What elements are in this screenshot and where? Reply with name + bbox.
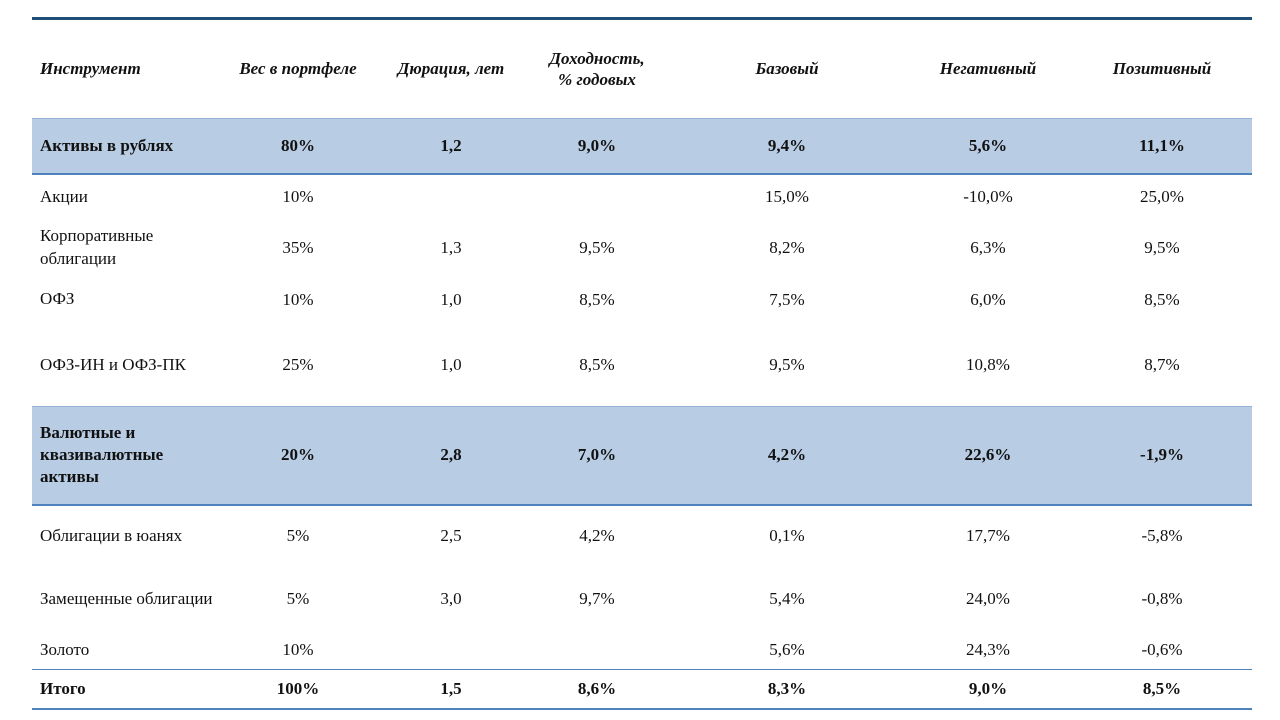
row-label: Акции	[40, 186, 88, 206]
table-row-yuan-bonds: Облигации в юанях 5% 2,5 4,2% 0,1% 17,7%…	[32, 505, 1252, 567]
value-cell: 9,5%	[769, 354, 805, 374]
value-cell: 2,5	[440, 526, 462, 545]
value-cell: 8,5%	[1072, 669, 1252, 709]
column-header-instrument: Инструмент	[40, 58, 141, 78]
column-header-positive-scenario: Позитивный	[1112, 59, 1212, 79]
table-row-ofz: ОФЗ 10% 1,0 8,5% 7,5% 6,0% 8,5%	[32, 276, 1252, 324]
section-row-rub-assets: Активы в рублях 80% 1,2 9,0% 9,4% 5,6% 1…	[32, 118, 1252, 175]
row-label: Облигации в юанях	[40, 525, 183, 545]
value-cell: 10,8%	[966, 354, 1010, 374]
column-header-weight: Вес в портфеле	[239, 59, 357, 79]
row-label: Корпоративные облигации	[40, 226, 154, 268]
value-cell: 9,5%	[1144, 237, 1180, 257]
table-row-ofz-in-pk: ОФЗ-ИН и ОФЗ-ПК 25% 1,0 8,5% 9,5% 10,8% …	[32, 324, 1252, 407]
value-cell: 8,3%	[670, 669, 904, 709]
value-cell: 25,0%	[1140, 187, 1184, 206]
column-header-duration: Дюрация, лет	[397, 59, 505, 79]
row-label: Итого	[32, 669, 218, 709]
value-cell: 9,0%	[904, 669, 1072, 709]
header-row: Инструмент Вес в портфеле Дюрация, лет Д…	[32, 19, 1252, 119]
value-cell: 2,8	[378, 406, 524, 506]
value-cell: 6,3%	[970, 237, 1006, 257]
value-cell: 7,5%	[769, 289, 805, 309]
value-cell: 5,6%	[904, 118, 1072, 175]
section-row-fx-assets: Валютные и квазивалютные активы 20% 2,8 …	[32, 406, 1252, 506]
row-label: Золото	[40, 640, 90, 660]
value-cell: 5,6%	[769, 640, 805, 660]
value-cell: -0,6%	[1141, 640, 1183, 660]
value-cell: 1,0	[440, 354, 462, 374]
column-header-negative-scenario: Негативный	[939, 59, 1037, 79]
column-header-yield: Доходность, % годовых	[549, 48, 645, 89]
value-cell: 4,2%	[579, 526, 615, 545]
row-label: ОФЗ-ИН и ОФЗ-ПК	[40, 354, 186, 374]
value-cell: -5,8%	[1141, 526, 1183, 545]
value-cell: 10%	[282, 187, 314, 206]
value-cell	[378, 174, 524, 220]
value-cell: 8,2%	[769, 237, 805, 257]
value-cell: 9,7%	[579, 589, 615, 608]
value-cell: 1,3	[440, 237, 462, 257]
value-cell: 6,0%	[970, 289, 1006, 309]
value-cell: 1,5	[378, 669, 524, 709]
value-cell: 5,4%	[769, 589, 805, 608]
table-row-corp-bonds: Корпоративные облигации 35% 1,3 9,5% 8,2…	[32, 220, 1252, 276]
portfolio-scenarios-table: Инструмент Вес в портфеле Дюрация, лет Д…	[32, 17, 1252, 710]
value-cell: 25%	[282, 354, 314, 374]
value-cell: 22,6%	[904, 406, 1072, 506]
value-cell: 8,7%	[1144, 354, 1180, 374]
value-cell: 100%	[218, 669, 378, 709]
value-cell: 9,4%	[670, 118, 904, 175]
total-row: Итого 100% 1,5 8,6% 8,3% 9,0% 8,5%	[32, 669, 1252, 709]
value-cell: 24,3%	[966, 640, 1010, 660]
value-cell: 8,5%	[579, 354, 615, 374]
row-label: ОФЗ	[40, 289, 75, 309]
table: Инструмент Вес в портфеле Дюрация, лет Д…	[32, 17, 1252, 710]
value-cell: 11,1%	[1072, 118, 1252, 175]
value-cell: 15,0%	[765, 187, 809, 206]
value-cell: 24,0%	[966, 589, 1010, 608]
value-cell: 35%	[282, 237, 314, 257]
value-cell: 17,7%	[966, 526, 1010, 545]
value-cell: -0,8%	[1141, 589, 1183, 608]
value-cell: 8,6%	[524, 669, 670, 709]
value-cell: 7,0%	[524, 406, 670, 506]
row-label: Валютные и квазивалютные активы	[32, 406, 218, 506]
value-cell: 8,5%	[1144, 289, 1180, 309]
value-cell: 1,0	[440, 289, 462, 309]
row-label: Активы в рублях	[32, 118, 218, 175]
value-cell: 4,2%	[670, 406, 904, 506]
row-label: Замещенные облигации	[40, 588, 213, 608]
column-header-base-scenario: Базовый	[755, 59, 819, 79]
value-cell: 10%	[282, 289, 314, 309]
table-row-stocks: Акции 10% 15,0% -10,0% 25,0%	[32, 174, 1252, 220]
value-cell: 1,2	[378, 118, 524, 175]
table-row-replacement-bonds: Замещенные облигации 5% 3,0 9,7% 5,4% 24…	[32, 567, 1252, 632]
value-cell: 9,5%	[579, 237, 615, 257]
value-cell: 5%	[286, 589, 310, 608]
value-cell: -10,0%	[963, 187, 1013, 206]
value-cell: -1,9%	[1072, 406, 1252, 506]
value-cell: 80%	[218, 118, 378, 175]
value-cell: 8,5%	[579, 289, 615, 309]
value-cell	[378, 632, 524, 670]
value-cell: 0,1%	[769, 526, 805, 545]
table-row-gold: Золото 10% 5,6% 24,3% -0,6%	[32, 632, 1252, 670]
value-cell: 9,0%	[524, 118, 670, 175]
value-cell: 3,0	[440, 589, 462, 608]
value-cell	[524, 174, 670, 220]
value-cell: 20%	[218, 406, 378, 506]
value-cell: 10%	[282, 640, 314, 660]
value-cell	[524, 632, 670, 670]
value-cell: 5%	[286, 526, 310, 545]
